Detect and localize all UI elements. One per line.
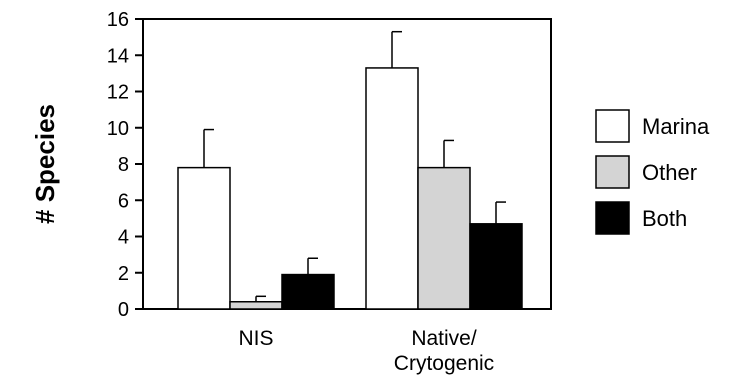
x-category-label: Native/: [411, 327, 477, 350]
y-axis-label: # Species: [30, 104, 60, 224]
legend-swatch-marina: [595, 109, 630, 143]
y-tick-label: 10: [107, 118, 129, 140]
x-category-label: NIS: [238, 327, 273, 350]
legend-label-both: Both: [642, 206, 687, 231]
bar-other: [417, 166, 471, 310]
legend: Marina Other Both: [595, 109, 710, 235]
plot-area: 0 2 4 6 8 10 12 14 16 NIS Native/Crytogenic: [107, 9, 552, 375]
bar-both: [469, 223, 523, 310]
y-tick-label: 4: [118, 227, 129, 249]
y-tick-label: 6: [118, 190, 129, 212]
y-tick-label: 16: [107, 9, 129, 31]
legend-label-other: Other: [642, 160, 697, 185]
y-tick-label: 12: [107, 82, 129, 104]
legend-label-marina: Marina: [642, 114, 710, 139]
bar-other: [229, 301, 283, 310]
legend-swatch-other: [595, 155, 630, 189]
bar-both: [281, 273, 335, 310]
bar-marina: [177, 166, 231, 310]
y-tick-label: 0: [118, 299, 129, 321]
bar-marina: [365, 67, 419, 310]
y-tick-label: 14: [107, 45, 129, 67]
x-category-label: Crytogenic: [394, 352, 494, 375]
y-tick-label: 8: [118, 154, 129, 176]
y-tick-label: 2: [118, 263, 129, 285]
legend-swatch-both: [595, 201, 630, 235]
